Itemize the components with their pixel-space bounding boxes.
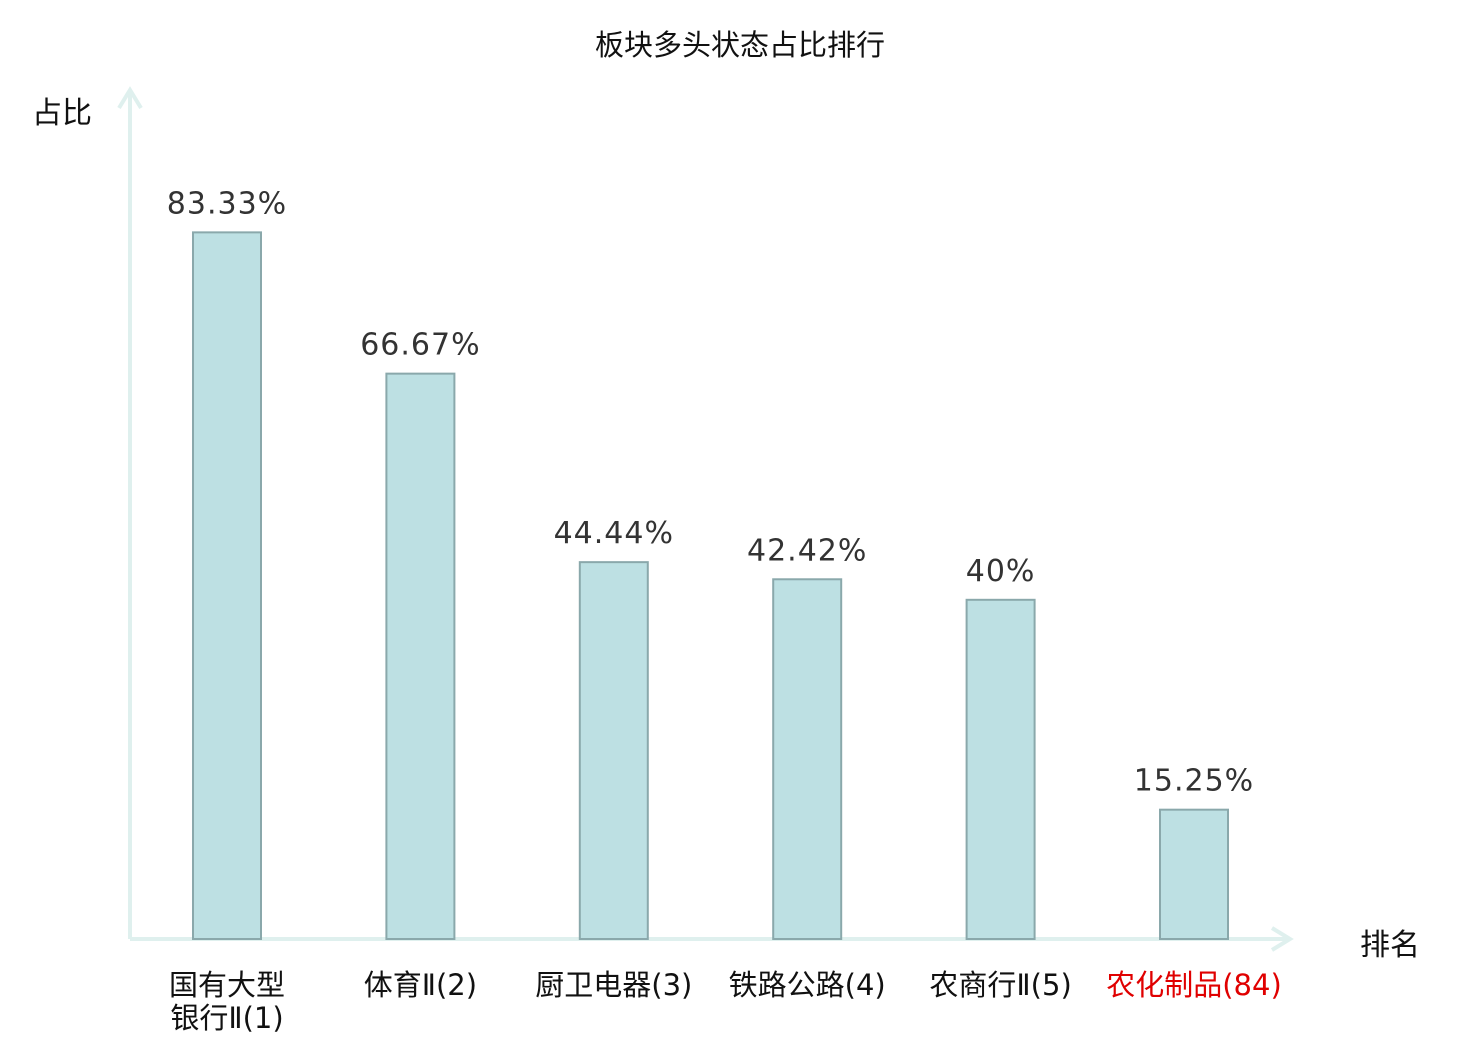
bar: [1159, 808, 1229, 940]
tick-label: 体育Ⅱ(2): [364, 968, 477, 1002]
bar: [772, 578, 843, 940]
tick-label: 厨卫电器(3): [535, 968, 692, 1002]
tick-label: 铁路公路(4): [729, 968, 886, 1002]
tick-label: 国有大型: [169, 968, 285, 1002]
tick-label: 银行Ⅱ(1): [170, 1001, 283, 1035]
tick-label: 农化制品(84): [1106, 968, 1282, 1002]
bar: [192, 231, 262, 941]
bar: [385, 372, 456, 940]
data-label: 83.33%: [167, 186, 287, 221]
data-label: 42.42%: [747, 533, 867, 568]
data-label: 15.25%: [1134, 764, 1254, 799]
data-label: 44.44%: [554, 516, 674, 551]
x-axis-arrow: [1270, 926, 1294, 952]
tick-label: 农商行Ⅱ(5): [929, 968, 1071, 1002]
bar: [578, 561, 649, 940]
y-axis-arrow: [117, 86, 143, 110]
data-label: 66.67%: [360, 328, 480, 363]
y-axis-label: 占比: [32, 96, 92, 131]
data-label: 40%: [966, 554, 1036, 589]
bar: [965, 598, 1036, 940]
chart-title: 板块多头状态占比排行: [594, 28, 885, 62]
x-axis-label: 排名: [1360, 928, 1420, 963]
